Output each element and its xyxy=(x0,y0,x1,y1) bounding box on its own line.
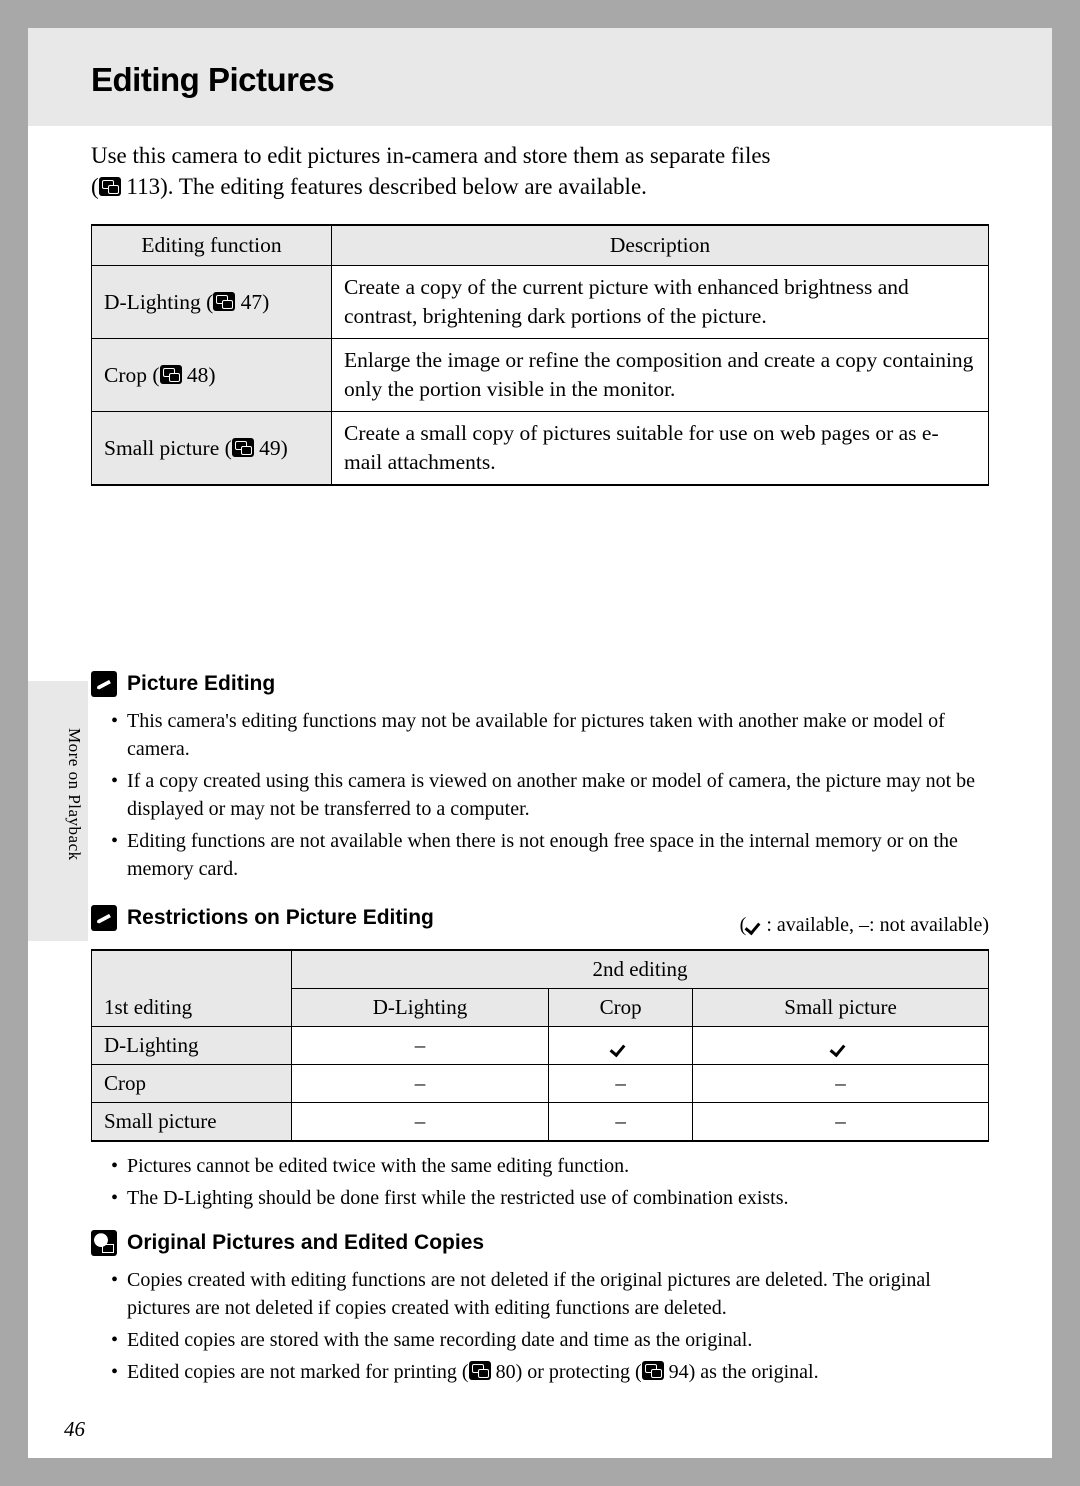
section-title: Picture Editing xyxy=(127,672,275,696)
func-header-desc: Description xyxy=(332,225,989,266)
cell: – xyxy=(549,1065,693,1103)
list-item: Copies created with editing functions ar… xyxy=(111,1266,989,1322)
func-name-prefix: Crop ( xyxy=(104,363,160,387)
ref-num: 94 xyxy=(669,1361,689,1383)
func-name-prefix: D-Lighting ( xyxy=(104,290,213,314)
func-ref: 47 xyxy=(241,290,263,314)
row-label: Crop xyxy=(92,1065,292,1103)
bullet-list: This camera's editing functions may not … xyxy=(91,707,989,883)
editing-functions-table: Editing function Description D-Lighting … xyxy=(91,224,989,486)
list-item: This camera's editing functions may not … xyxy=(111,707,989,763)
intro-ref-num: 113 xyxy=(126,174,160,199)
header-band: Editing Pictures xyxy=(28,28,1052,126)
func-name-suffix: ) xyxy=(281,436,288,460)
list-item: Pictures cannot be edited twice with the… xyxy=(111,1152,989,1180)
func-ref: 49 xyxy=(259,436,281,460)
table-row: Small picture – – – xyxy=(92,1103,989,1142)
cell: – xyxy=(292,1065,549,1103)
func-name: Small picture ( 49) xyxy=(92,412,332,486)
bullet-text: ) or protecting ( xyxy=(516,1361,642,1383)
check-icon xyxy=(611,1039,631,1053)
page-number: 46 xyxy=(64,1417,85,1442)
pencil-icon xyxy=(91,671,117,697)
list-item: The D-Lighting should be done first whil… xyxy=(111,1184,989,1212)
intro-text: Use this camera to edit pictures in-came… xyxy=(91,140,989,202)
intro-line2-suffix: ). The editing features described below … xyxy=(160,174,647,199)
left-header: 1st editing xyxy=(92,950,292,1027)
list-item: If a copy created using this camera is v… xyxy=(111,767,989,823)
legend-open: ( xyxy=(740,914,747,936)
col-header: Crop xyxy=(549,989,693,1027)
bullet-text: Edited copies are not marked for printin… xyxy=(127,1361,469,1383)
section-heading: Restrictions on Picture Editing xyxy=(91,905,434,931)
reference-icon xyxy=(469,1361,491,1380)
page-title: Editing Pictures xyxy=(91,61,1052,99)
cell: – xyxy=(549,1103,693,1142)
table-row: Crop – – – xyxy=(92,1065,989,1103)
func-ref: 48 xyxy=(187,363,209,387)
cell: – xyxy=(292,1103,549,1142)
table-row: Crop ( 48) Enlarge the image or refine t… xyxy=(92,339,989,412)
func-desc: Enlarge the image or refine the composit… xyxy=(332,339,989,412)
section-heading: Picture Editing xyxy=(91,671,989,697)
row-label: Small picture xyxy=(92,1103,292,1142)
list-item: Editing functions are not available when… xyxy=(111,827,989,883)
func-name-suffix: ) xyxy=(262,290,269,314)
cell: – xyxy=(693,1103,989,1142)
section-title: Original Pictures and Edited Copies xyxy=(127,1231,484,1255)
bullet-text: ) as the original. xyxy=(689,1361,819,1383)
func-desc: Create a small copy of pictures suitable… xyxy=(332,412,989,486)
func-header-name: Editing function xyxy=(92,225,332,266)
reference-icon xyxy=(642,1361,664,1380)
pencil-icon xyxy=(91,905,117,931)
ref-num: 80 xyxy=(496,1361,516,1383)
cell: – xyxy=(292,1027,549,1065)
list-item: Edited copies are not marked for printin… xyxy=(111,1358,989,1386)
list-item: Edited copies are stored with the same r… xyxy=(111,1326,989,1354)
intro-line1: Use this camera to edit pictures in-came… xyxy=(91,143,771,168)
cell xyxy=(693,1027,989,1065)
info-icon xyxy=(91,1230,117,1256)
side-label: More on Playback xyxy=(64,728,84,861)
reference-icon xyxy=(213,292,235,311)
reference-icon xyxy=(160,365,182,384)
table-row: Small picture ( 49) Create a small copy … xyxy=(92,412,989,486)
restrictions-heading-row: Restrictions on Picture Editing ( : avail… xyxy=(91,905,989,937)
picture-editing-section: Picture Editing This camera's editing fu… xyxy=(91,671,989,883)
func-desc: Create a copy of the current picture wit… xyxy=(332,266,989,339)
check-icon xyxy=(831,1039,851,1053)
func-name-prefix: Small picture ( xyxy=(104,436,232,460)
table-row: D-Lighting ( 47) Create a copy of the cu… xyxy=(92,266,989,339)
reference-icon xyxy=(232,438,254,457)
content: Use this camera to edit pictures in-came… xyxy=(91,140,989,1390)
table-row: D-Lighting – xyxy=(92,1027,989,1065)
col-header: Small picture xyxy=(693,989,989,1027)
section-title: Restrictions on Picture Editing xyxy=(127,906,434,930)
cell xyxy=(549,1027,693,1065)
legend: ( : available, –: not available) xyxy=(740,914,989,937)
original-copies-section: Original Pictures and Edited Copies Copi… xyxy=(91,1230,989,1386)
func-name: Crop ( 48) xyxy=(92,339,332,412)
func-name: D-Lighting ( 47) xyxy=(92,266,332,339)
col-header: D-Lighting xyxy=(292,989,549,1027)
func-name-suffix: ) xyxy=(208,363,215,387)
bullet-list: Pictures cannot be edited twice with the… xyxy=(91,1152,989,1212)
cell: – xyxy=(693,1065,989,1103)
intro-paren-open: ( xyxy=(91,174,99,199)
bullet-list: Copies created with editing functions ar… xyxy=(91,1266,989,1386)
section-heading: Original Pictures and Edited Copies xyxy=(91,1230,989,1256)
reference-icon xyxy=(99,177,121,196)
restrictions-table: 1st editing 2nd editing D-Lighting Crop … xyxy=(91,949,989,1142)
page: More on Playback 46 Editing Pictures Use… xyxy=(28,28,1052,1458)
legend-text: : available, –: not available) xyxy=(766,914,989,936)
row-label: D-Lighting xyxy=(92,1027,292,1065)
top-header: 2nd editing xyxy=(292,950,989,989)
check-icon xyxy=(746,917,766,931)
